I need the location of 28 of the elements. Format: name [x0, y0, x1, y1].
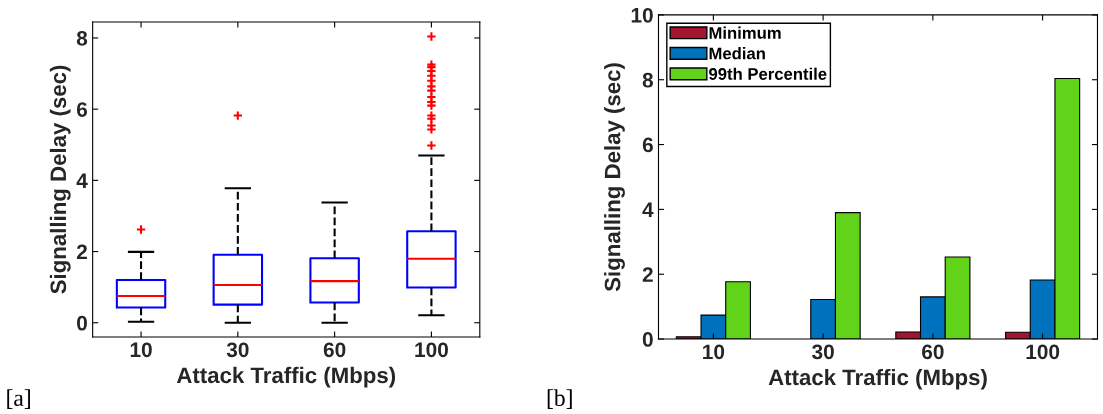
- x-tick-label: 60: [323, 342, 346, 358]
- x-axis-title: Attack Traffic (Mbps): [176, 366, 396, 388]
- legend-label: Median: [709, 47, 765, 60]
- y-tick-label: 0: [642, 332, 653, 347]
- x-axis-title: Attack Traffic (Mbps): [768, 368, 987, 390]
- x-tick-label: 10: [130, 342, 152, 358]
- y-tick-label: 6: [642, 137, 653, 153]
- y-tick-label: 0: [77, 315, 87, 331]
- x-tick-label: 100: [1026, 344, 1060, 360]
- legend-label: 99th Percentile: [709, 67, 827, 80]
- x-tick-label: 30: [226, 342, 249, 358]
- y-tick-label: 6: [76, 102, 88, 117]
- y-tick-label: 4: [76, 173, 88, 188]
- y-tick-label: 8: [76, 30, 88, 46]
- x-tick-label: 30: [812, 344, 834, 360]
- y-axis-title: Signalling Delay (sec): [49, 65, 71, 294]
- y-tick-label: 4: [642, 202, 654, 217]
- y-tick-label: 10: [631, 7, 653, 23]
- x-tick-label: 60: [922, 344, 944, 360]
- y-tick-label: 2: [642, 267, 653, 282]
- text: [a]: [7, 389, 30, 409]
- x-tick-label: 10: [703, 344, 725, 360]
- x-tick-label: 100: [415, 342, 448, 358]
- legend-label: Minimum: [709, 26, 781, 39]
- y-tick-label: 8: [642, 72, 653, 88]
- y-axis-title: Signalling Delay (sec): [604, 63, 625, 292]
- text: [b]: [547, 389, 572, 409]
- y-tick-label: 2: [76, 244, 87, 260]
